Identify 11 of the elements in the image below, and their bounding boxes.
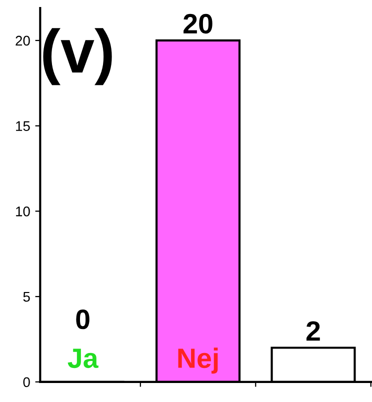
y-tick-label: 20 xyxy=(16,36,30,46)
x-tick-label: Ja xyxy=(68,348,98,368)
y-tick-label: 0 xyxy=(23,377,30,388)
x-tick-label: Nej xyxy=(178,348,218,374)
data-label: 2 xyxy=(306,321,320,341)
y-tick-label: 10 xyxy=(16,206,30,216)
data-label: 0 xyxy=(76,310,90,330)
y-tick-label: 15 xyxy=(16,121,30,131)
y-tick-label: 5 xyxy=(23,292,30,302)
annotation: (v) xyxy=(43,28,112,86)
data-label: 20 xyxy=(184,14,212,34)
